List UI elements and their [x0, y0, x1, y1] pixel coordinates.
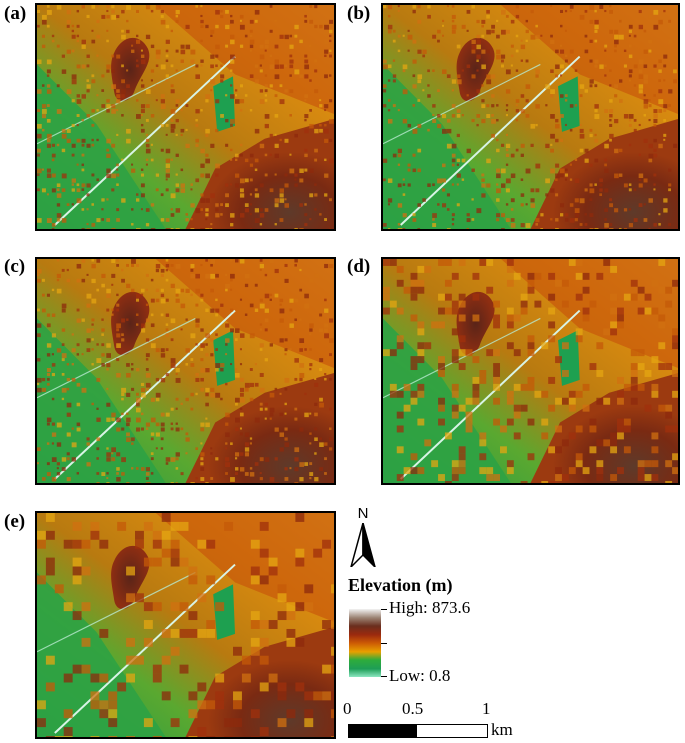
- scale-bar-black-segment: [349, 725, 417, 737]
- legend-low-tick: [381, 676, 387, 677]
- legend-mid-tick: [381, 643, 387, 644]
- legend-high-tick: [381, 609, 387, 610]
- elevation-map-d: [381, 257, 680, 485]
- legend-title: Elevation (m): [348, 575, 453, 595]
- scale-bar: [348, 724, 488, 738]
- panel-label-e: (e): [4, 511, 26, 532]
- scale-tick-05: 0.5: [402, 699, 424, 718]
- legend-low-label: Low: 0.8: [389, 666, 451, 685]
- scale-unit: km: [491, 720, 513, 739]
- north-arrow: N: [348, 505, 378, 567]
- legend-high-label: High: 873.6: [389, 598, 471, 617]
- north-arrow-icon: [350, 523, 376, 567]
- panel-label-d: (d): [347, 256, 371, 277]
- scale-tick-0: 0: [343, 699, 352, 718]
- panel-label-b: (b): [347, 3, 371, 24]
- elevation-map-e: [35, 511, 336, 739]
- elevation-map-b: [381, 3, 680, 231]
- legend-color-ramp: [349, 609, 381, 677]
- panel-label-a: (a): [4, 3, 27, 24]
- elevation-map-a: [35, 3, 336, 231]
- panel-label-c: (c): [4, 256, 26, 277]
- scale-tick-1: 1: [482, 699, 491, 718]
- elevation-map-c: [35, 257, 336, 485]
- north-label: N: [357, 505, 369, 522]
